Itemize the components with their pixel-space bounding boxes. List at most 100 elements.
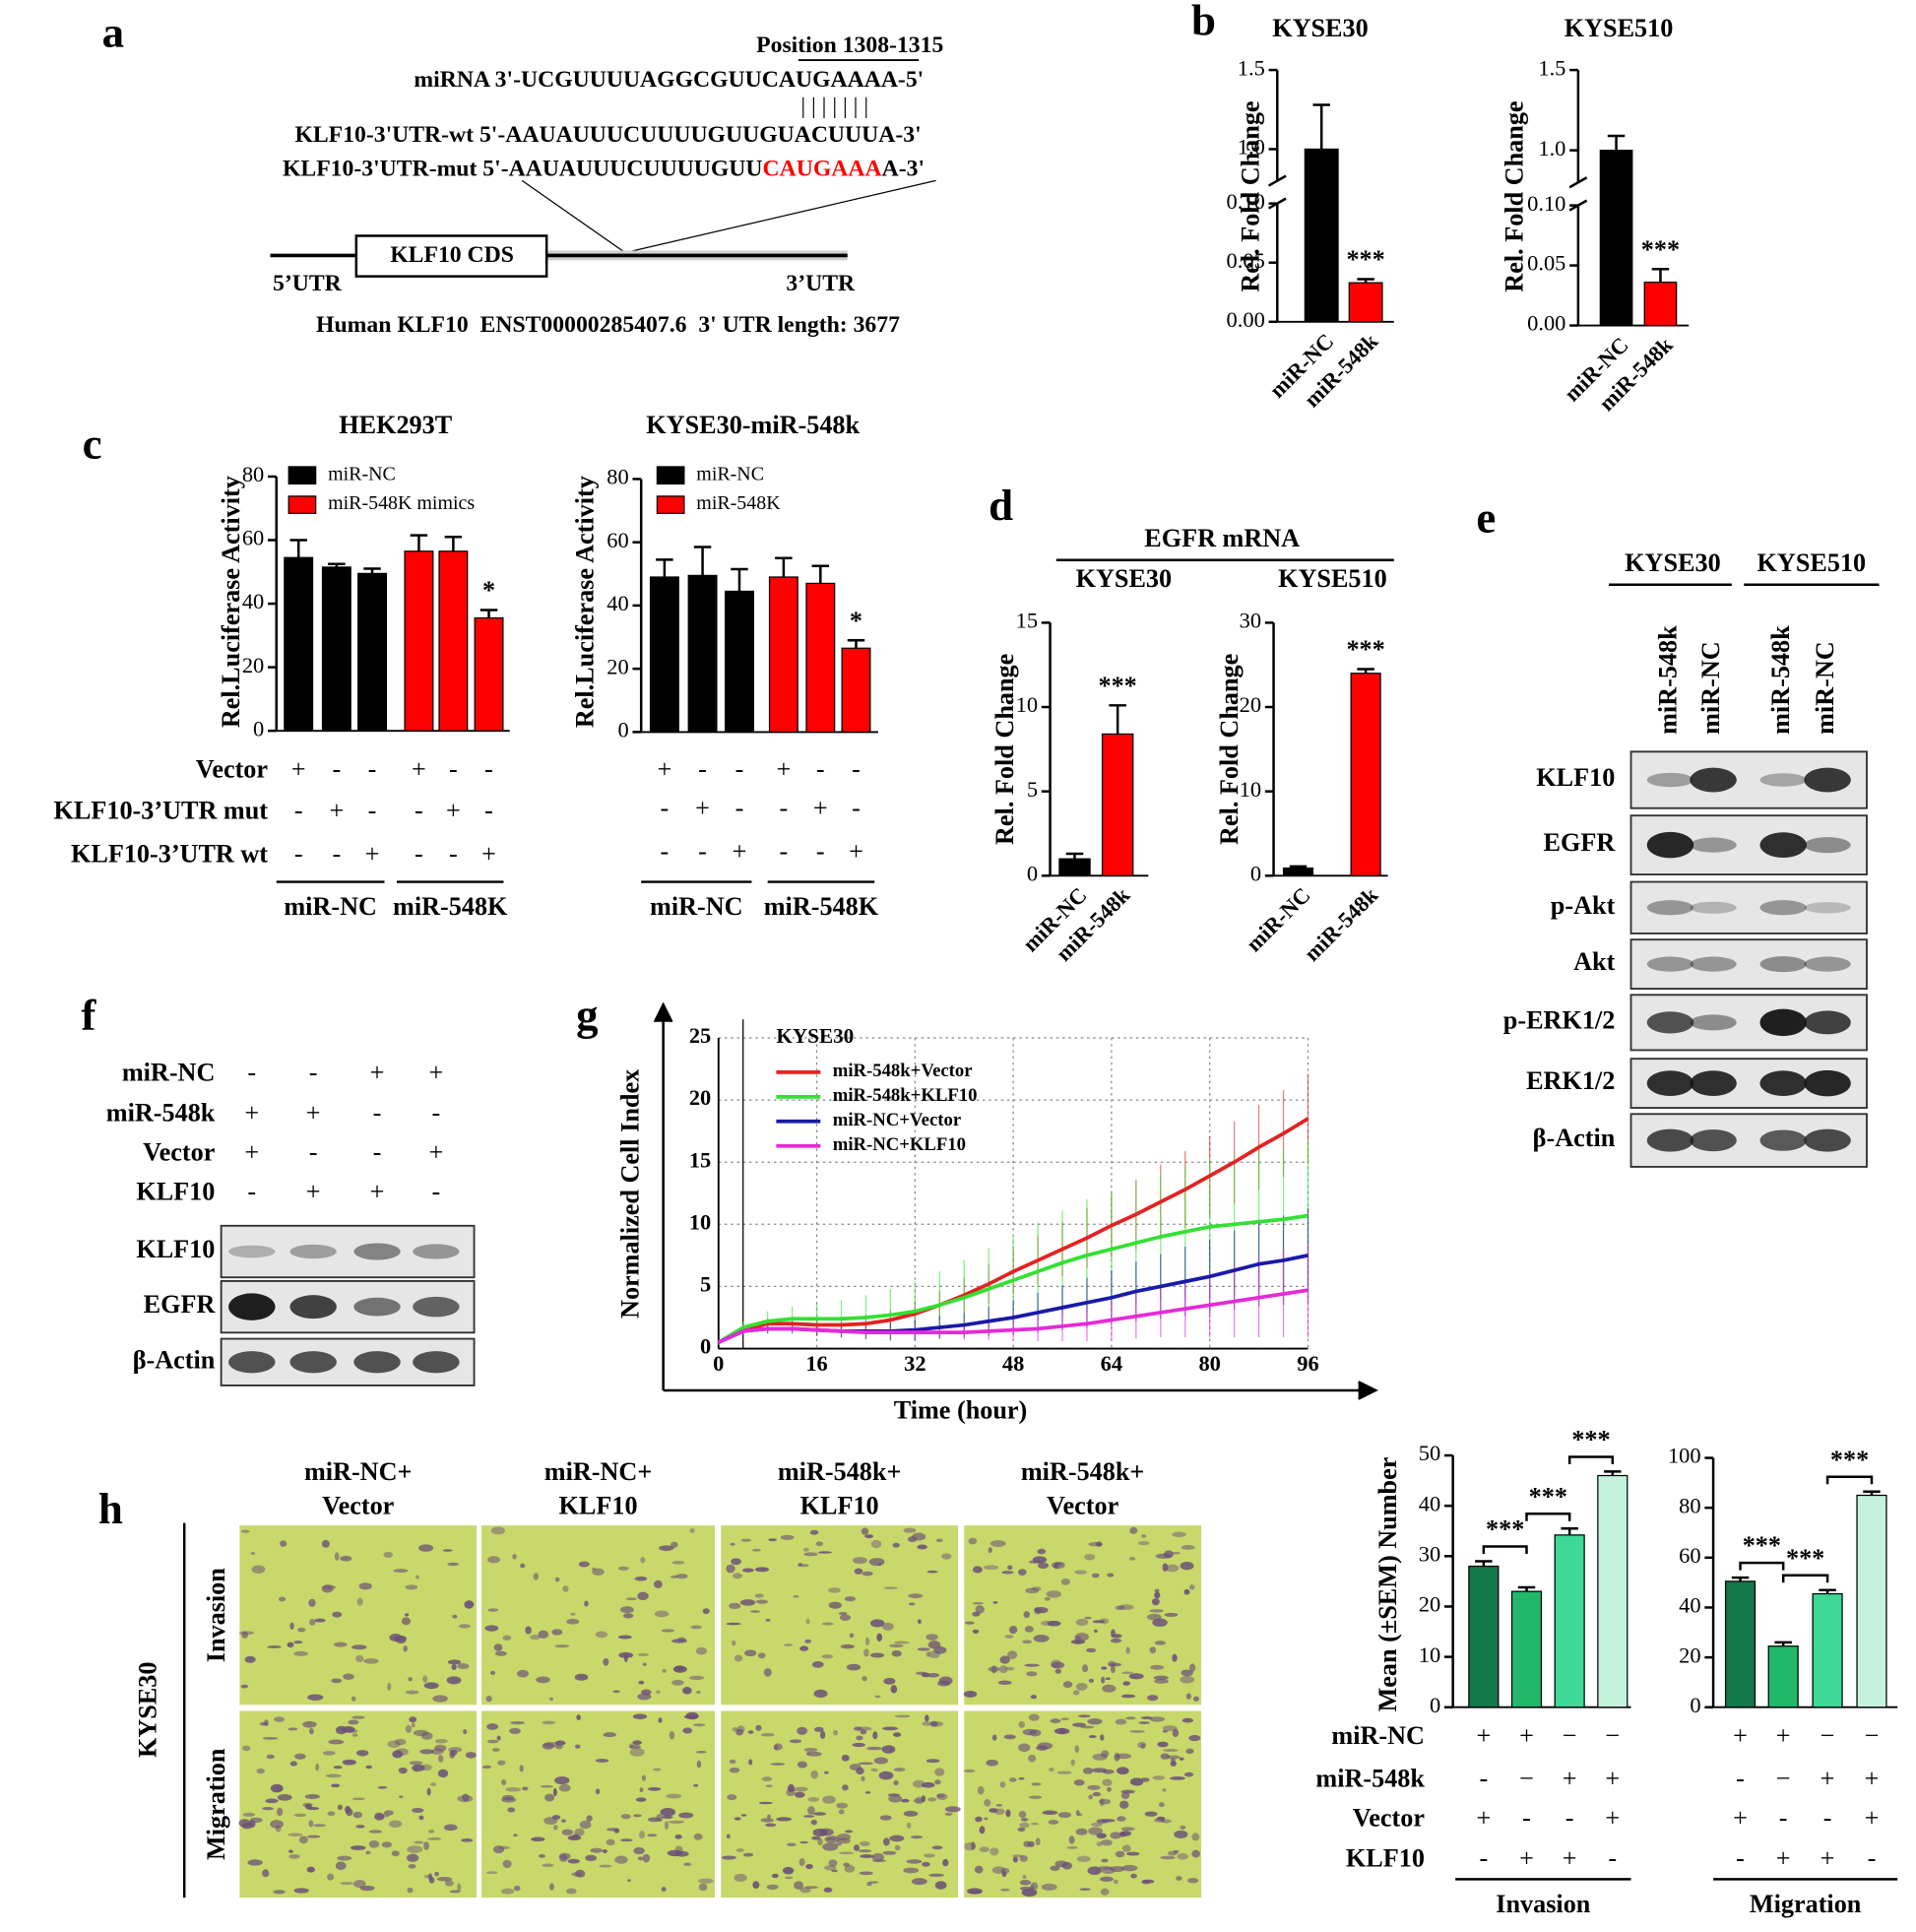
- cell: [443, 1824, 458, 1832]
- cell: [735, 1848, 744, 1852]
- cell: [486, 1723, 499, 1730]
- cell: [1099, 1876, 1114, 1882]
- cell: [798, 1564, 809, 1568]
- group-label: miR-548K: [764, 892, 879, 921]
- cell: [807, 1797, 820, 1802]
- cell: [447, 1562, 460, 1567]
- y-tick-label: 10: [1240, 777, 1261, 802]
- cell: [306, 1866, 315, 1873]
- cell: [464, 1600, 475, 1609]
- cell: [452, 1614, 458, 1619]
- cell: [929, 1720, 938, 1727]
- cell: [1060, 1717, 1070, 1721]
- annotation: KYSE30: [776, 1024, 854, 1048]
- cell: [799, 1645, 809, 1651]
- cell: [828, 1587, 841, 1593]
- cell: [1082, 1767, 1094, 1774]
- cell: [872, 1731, 878, 1740]
- cell: [1138, 1540, 1150, 1546]
- cell: [637, 1693, 652, 1701]
- blot-band: [1646, 900, 1694, 916]
- y-tick-label: 60: [1679, 1543, 1700, 1568]
- cell: [671, 1639, 687, 1643]
- cell: [1147, 1695, 1159, 1702]
- cell: [760, 1818, 774, 1823]
- cell: [1162, 1725, 1178, 1732]
- cell: [1088, 1678, 1095, 1683]
- cell: [1035, 1837, 1041, 1846]
- cell: [1093, 1629, 1098, 1634]
- cell: [863, 1648, 869, 1657]
- cell: [793, 1786, 808, 1792]
- cell: [1108, 1662, 1121, 1667]
- cell: [849, 1633, 855, 1639]
- condition-label: miR-NC: [122, 1058, 216, 1086]
- cell: [1121, 1864, 1138, 1872]
- chart-title: HEK293T: [339, 411, 452, 439]
- condition-sign: +: [1605, 1804, 1620, 1833]
- cell: [903, 1810, 919, 1817]
- cell: [665, 1821, 669, 1831]
- cell: [754, 1567, 770, 1573]
- cell: [1060, 1578, 1070, 1585]
- condition-sign: +: [695, 794, 710, 822]
- cell: [622, 1613, 634, 1619]
- cell: [906, 1859, 923, 1864]
- bar: [1468, 1565, 1500, 1708]
- cell: [293, 1650, 308, 1656]
- cell: [842, 1784, 849, 1791]
- cell: [1041, 1620, 1054, 1626]
- y-axis-label: Rel. Fold Change: [1501, 100, 1529, 291]
- cell: [1141, 1879, 1151, 1885]
- cell: [1180, 1561, 1194, 1571]
- condition-sign: +: [291, 754, 306, 783]
- y-tick-label: 0: [253, 716, 264, 741]
- significance-bracket: [1482, 1545, 1528, 1554]
- cell: [1077, 1813, 1083, 1817]
- cell: [1018, 1811, 1027, 1819]
- bar: [1510, 1590, 1543, 1708]
- cell: [941, 1553, 952, 1560]
- cell: [752, 1548, 761, 1552]
- cell-line-label: KYSE510: [1757, 548, 1867, 577]
- group-label: miR-NC: [284, 892, 377, 921]
- cell: [908, 1593, 924, 1599]
- cell: [806, 1806, 815, 1815]
- cell: [1101, 1666, 1108, 1670]
- cell: [512, 1554, 517, 1560]
- cell: [365, 1765, 372, 1770]
- panel-label: b: [1191, 0, 1216, 44]
- cell: [1172, 1551, 1181, 1555]
- cell: [265, 1798, 279, 1804]
- cell: [1023, 1611, 1030, 1619]
- cell: [1154, 1588, 1160, 1593]
- condition-sign: -: [1736, 1765, 1745, 1793]
- condition-sign: +: [1563, 1765, 1577, 1793]
- bar: [1101, 733, 1134, 876]
- blot-band: [289, 1351, 337, 1374]
- cell: [1050, 1865, 1060, 1871]
- cell: [538, 1853, 546, 1858]
- cell: [1092, 1620, 1106, 1624]
- cell: [1183, 1588, 1190, 1595]
- cell: [1076, 1855, 1091, 1862]
- condition-sign: -: [332, 839, 341, 868]
- cell: [552, 1825, 558, 1831]
- cell: [412, 1764, 425, 1771]
- cell: [340, 1555, 352, 1562]
- cell: [619, 1606, 634, 1614]
- cell: [1105, 1677, 1111, 1681]
- cell: [873, 1757, 888, 1765]
- cell: [858, 1849, 872, 1853]
- cell: [273, 1890, 286, 1895]
- y-axis-label: Rel.Luciferase Activity: [570, 476, 599, 728]
- cell: [429, 1782, 437, 1786]
- cell: [682, 1686, 692, 1695]
- cell: [1156, 1816, 1166, 1821]
- protein-label: Akt: [1573, 947, 1615, 976]
- cell: [408, 1863, 416, 1869]
- cell: [833, 1729, 839, 1736]
- cell: [530, 1634, 542, 1641]
- cell: [1050, 1718, 1061, 1723]
- cell: [1088, 1794, 1093, 1800]
